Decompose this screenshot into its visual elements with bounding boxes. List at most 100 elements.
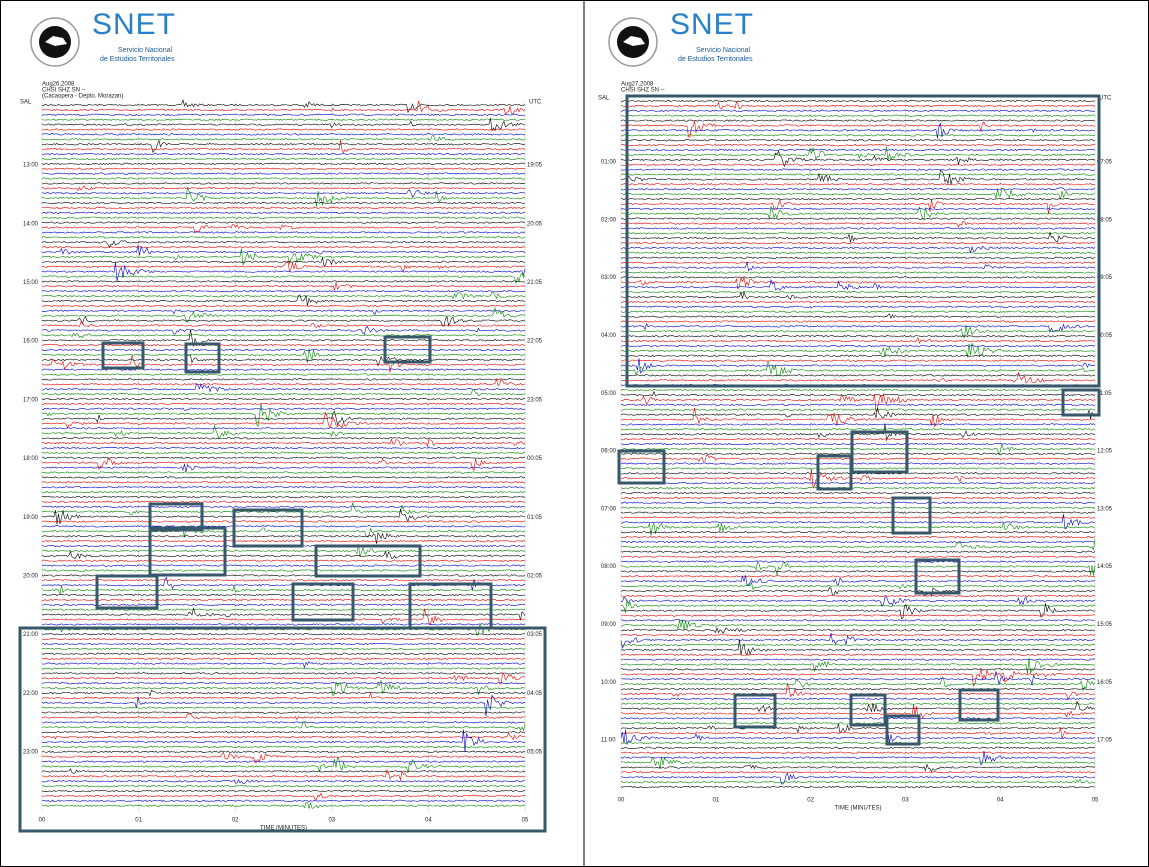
- trace: [620, 697, 1096, 701]
- trace: [620, 443, 1096, 456]
- trace: [620, 320, 1096, 323]
- trace: [41, 760, 526, 763]
- trace: [41, 689, 526, 697]
- x-tick-label: 03: [328, 818, 335, 824]
- trace: [42, 437, 526, 440]
- trace: [42, 182, 526, 185]
- trace: [42, 438, 526, 448]
- trace: [620, 756, 1095, 769]
- trace: [41, 348, 526, 352]
- trace: [620, 407, 1096, 428]
- trace: [41, 377, 526, 387]
- trace: [620, 199, 1095, 214]
- x-tick-label: 02: [232, 818, 239, 824]
- trace: [41, 280, 526, 283]
- trace: [620, 256, 1096, 260]
- time-label: 05:00: [601, 391, 617, 397]
- zone: UTC: [1099, 96, 1112, 102]
- trace: [41, 579, 526, 582]
- trace: [620, 452, 1096, 456]
- trace: [41, 446, 526, 450]
- trace: [620, 702, 1096, 705]
- time-label: 22:00: [23, 691, 39, 697]
- x-tick-label: 04: [997, 798, 1004, 804]
- trace: [621, 561, 1096, 576]
- trace: [620, 408, 1096, 411]
- station: SAL: [20, 100, 32, 106]
- trace: [41, 603, 526, 606]
- trace: [41, 216, 526, 219]
- trace: [620, 633, 1096, 637]
- trace: [621, 482, 1096, 485]
- trace: [41, 799, 526, 803]
- trace: [42, 456, 526, 459]
- time-label: 07:00: [601, 506, 617, 512]
- time-label: 14:05: [1097, 564, 1113, 570]
- trace: [41, 682, 526, 685]
- trace: [621, 619, 1096, 622]
- logo-line: de Estudios Territoriales: [678, 56, 753, 63]
- trace: [41, 607, 526, 621]
- trace: [41, 544, 526, 558]
- trace: [41, 667, 526, 670]
- trace: [620, 657, 1095, 675]
- trace: [41, 750, 526, 754]
- time-label: 01:05: [527, 515, 543, 521]
- trace: [41, 721, 526, 732]
- x-axis-label: TIME (MINUTES): [260, 826, 307, 832]
- trace: [620, 227, 1096, 230]
- trace: [620, 186, 1096, 191]
- trace: [620, 358, 1096, 374]
- trace: [620, 99, 1096, 103]
- trace: [620, 555, 1096, 558]
- trace: [41, 167, 526, 170]
- trace: [41, 403, 526, 428]
- x-tick-label: 05: [1092, 798, 1099, 804]
- trace: [41, 397, 526, 401]
- trace: [41, 673, 526, 685]
- trace: [620, 671, 1096, 686]
- trace: [620, 109, 1096, 112]
- trace: [620, 407, 1096, 420]
- time-label: 10:00: [601, 680, 617, 686]
- trace: [41, 402, 526, 406]
- time-label: 15:05: [1097, 622, 1113, 628]
- time-label: 00:05: [527, 456, 543, 462]
- trace: [620, 729, 1096, 746]
- trace: [620, 785, 1096, 789]
- trace: [620, 619, 1096, 631]
- trace: [41, 189, 526, 198]
- trace: [620, 539, 1096, 551]
- trace: [41, 505, 526, 508]
- trace: [41, 329, 526, 347]
- logo-map: [45, 36, 67, 46]
- trace: [41, 139, 526, 154]
- trace: [621, 668, 1096, 671]
- trace: [620, 682, 1096, 701]
- trace: [41, 378, 526, 381]
- x-tick-label: 00: [39, 818, 46, 824]
- logo-line: Servicio Nacional: [696, 47, 751, 54]
- trace: [41, 177, 526, 180]
- trace: [41, 463, 526, 472]
- trace: [41, 224, 526, 234]
- time-label: 15:00: [23, 280, 39, 286]
- time-label: 05:05: [527, 750, 543, 756]
- trace: [41, 185, 526, 191]
- highlight-boxes: [18, 94, 1101, 833]
- trace: [41, 98, 526, 114]
- trace: [41, 768, 526, 774]
- trace: [41, 306, 526, 323]
- trace: [41, 309, 526, 315]
- trace: [620, 371, 1096, 384]
- trace: [620, 374, 1096, 377]
- trace: [620, 122, 1096, 139]
- time-label: 22:05: [527, 339, 543, 345]
- trace: [41, 231, 526, 234]
- trace: [620, 763, 1096, 773]
- trace: [620, 437, 1096, 441]
- time-label: 03:00: [601, 275, 617, 281]
- trace: [42, 172, 526, 175]
- trace: [620, 700, 1096, 714]
- trace: [41, 706, 526, 709]
